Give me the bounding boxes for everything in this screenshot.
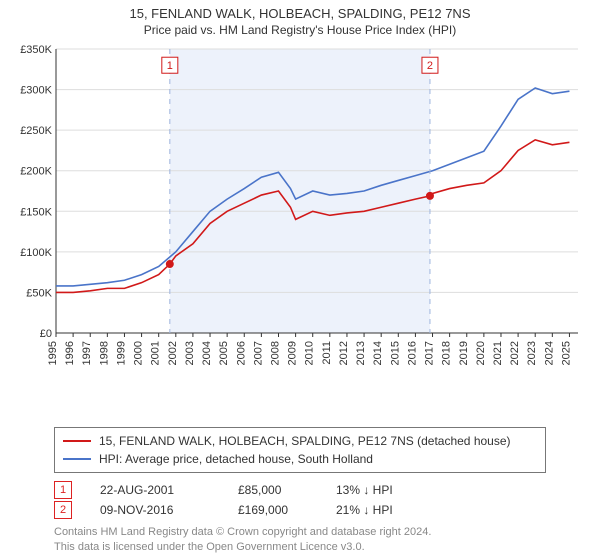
line-chart: £0 £50K £100K £150K £200K £250K £300K £350K 1995… (14, 43, 586, 373)
legend-swatch (63, 458, 91, 460)
svg-text:2009: 2009 (287, 341, 299, 365)
svg-text:£200K: £200K (20, 166, 52, 178)
footer-line: This data is licensed under the Open Gov… (54, 540, 546, 554)
marker-badge: 1 (54, 481, 72, 499)
svg-text:2025: 2025 (560, 341, 572, 365)
svg-text:1996: 1996 (64, 341, 76, 365)
svg-text:2017: 2017 (424, 341, 436, 365)
svg-text:2012: 2012 (338, 341, 350, 365)
transaction-delta: 13% ↓ HPI (336, 483, 393, 497)
svg-text:2002: 2002 (167, 341, 179, 365)
title-block: 15, FENLAND WALK, HOLBEACH, SPALDING, PE… (14, 6, 586, 37)
svg-text:1998: 1998 (98, 341, 110, 365)
svg-text:2014: 2014 (372, 341, 384, 365)
svg-text:2001: 2001 (150, 341, 162, 365)
footer-line: Contains HM Land Registry data © Crown c… (54, 525, 546, 539)
transaction-date: 09-NOV-2016 (100, 503, 210, 517)
svg-text:1997: 1997 (81, 341, 93, 365)
svg-text:2005: 2005 (218, 341, 230, 365)
svg-text:2015: 2015 (389, 341, 401, 365)
svg-text:2019: 2019 (458, 341, 470, 365)
chart-title: 15, FENLAND WALK, HOLBEACH, SPALDING, PE… (14, 6, 586, 21)
svg-text:2: 2 (427, 60, 433, 72)
chart-container: 15, FENLAND WALK, HOLBEACH, SPALDING, PE… (0, 0, 600, 560)
transaction-row: 2 09-NOV-2016 £169,000 21% ↓ HPI (54, 501, 546, 519)
svg-text:£250K: £250K (20, 125, 52, 137)
svg-text:2018: 2018 (441, 341, 453, 365)
chart-area: £0 £50K £100K £150K £200K £250K £300K £350K 1995… (14, 43, 586, 421)
svg-text:2011: 2011 (321, 341, 333, 365)
legend-label: HPI: Average price, detached house, Sout… (99, 450, 373, 468)
svg-text:£350K: £350K (20, 44, 52, 56)
svg-text:£50K: £50K (26, 287, 52, 299)
svg-text:£100K: £100K (20, 247, 52, 259)
svg-text:2022: 2022 (509, 341, 521, 365)
svg-text:2021: 2021 (492, 341, 504, 365)
svg-text:2013: 2013 (355, 341, 367, 365)
svg-text:1: 1 (167, 60, 173, 72)
footer: Contains HM Land Registry data © Crown c… (54, 525, 546, 554)
svg-text:£150K: £150K (20, 206, 52, 218)
legend: 15, FENLAND WALK, HOLBEACH, SPALDING, PE… (54, 427, 546, 473)
svg-text:2016: 2016 (406, 341, 418, 365)
transaction-date: 22-AUG-2001 (100, 483, 210, 497)
transactions: 1 22-AUG-2001 £85,000 13% ↓ HPI 2 09-NOV… (54, 479, 546, 519)
svg-text:2003: 2003 (184, 341, 196, 365)
svg-text:2000: 2000 (133, 341, 145, 365)
svg-text:2024: 2024 (543, 341, 555, 365)
svg-text:2007: 2007 (252, 341, 264, 365)
svg-text:1999: 1999 (115, 341, 127, 365)
transaction-row: 1 22-AUG-2001 £85,000 13% ↓ HPI (54, 481, 546, 499)
svg-text:2010: 2010 (304, 341, 316, 365)
svg-text:2006: 2006 (235, 341, 247, 365)
transaction-price: £85,000 (238, 483, 308, 497)
marker-badge: 2 (54, 501, 72, 519)
svg-text:2004: 2004 (201, 341, 213, 365)
svg-text:£0: £0 (40, 328, 52, 340)
legend-swatch (63, 440, 91, 442)
legend-item: HPI: Average price, detached house, Sout… (63, 450, 537, 468)
legend-label: 15, FENLAND WALK, HOLBEACH, SPALDING, PE… (99, 432, 511, 450)
legend-item: 15, FENLAND WALK, HOLBEACH, SPALDING, PE… (63, 432, 537, 450)
transaction-price: £169,000 (238, 503, 308, 517)
svg-text:£300K: £300K (20, 85, 52, 97)
chart-subtitle: Price paid vs. HM Land Registry's House … (14, 23, 586, 37)
svg-text:1995: 1995 (47, 341, 59, 365)
svg-text:2020: 2020 (475, 341, 487, 365)
svg-text:2008: 2008 (269, 341, 281, 365)
svg-text:2023: 2023 (526, 341, 538, 365)
transaction-delta: 21% ↓ HPI (336, 503, 393, 517)
